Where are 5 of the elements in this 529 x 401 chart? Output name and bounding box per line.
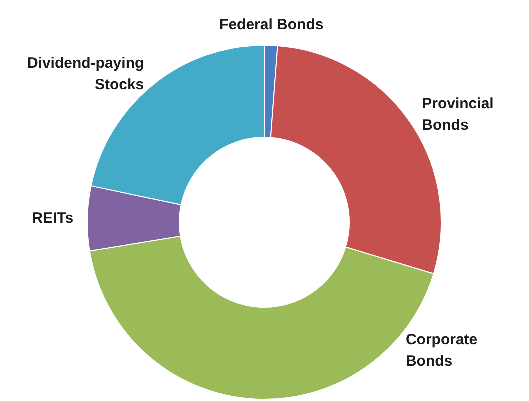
slice-label: Provincial Bonds bbox=[422, 96, 494, 134]
slice-label: Federal Bonds bbox=[220, 16, 324, 34]
slice-label: REITs bbox=[32, 210, 74, 227]
slice-label: Dividend-paying Stocks bbox=[27, 55, 144, 94]
slice-label: Corporate Bonds bbox=[406, 332, 478, 370]
